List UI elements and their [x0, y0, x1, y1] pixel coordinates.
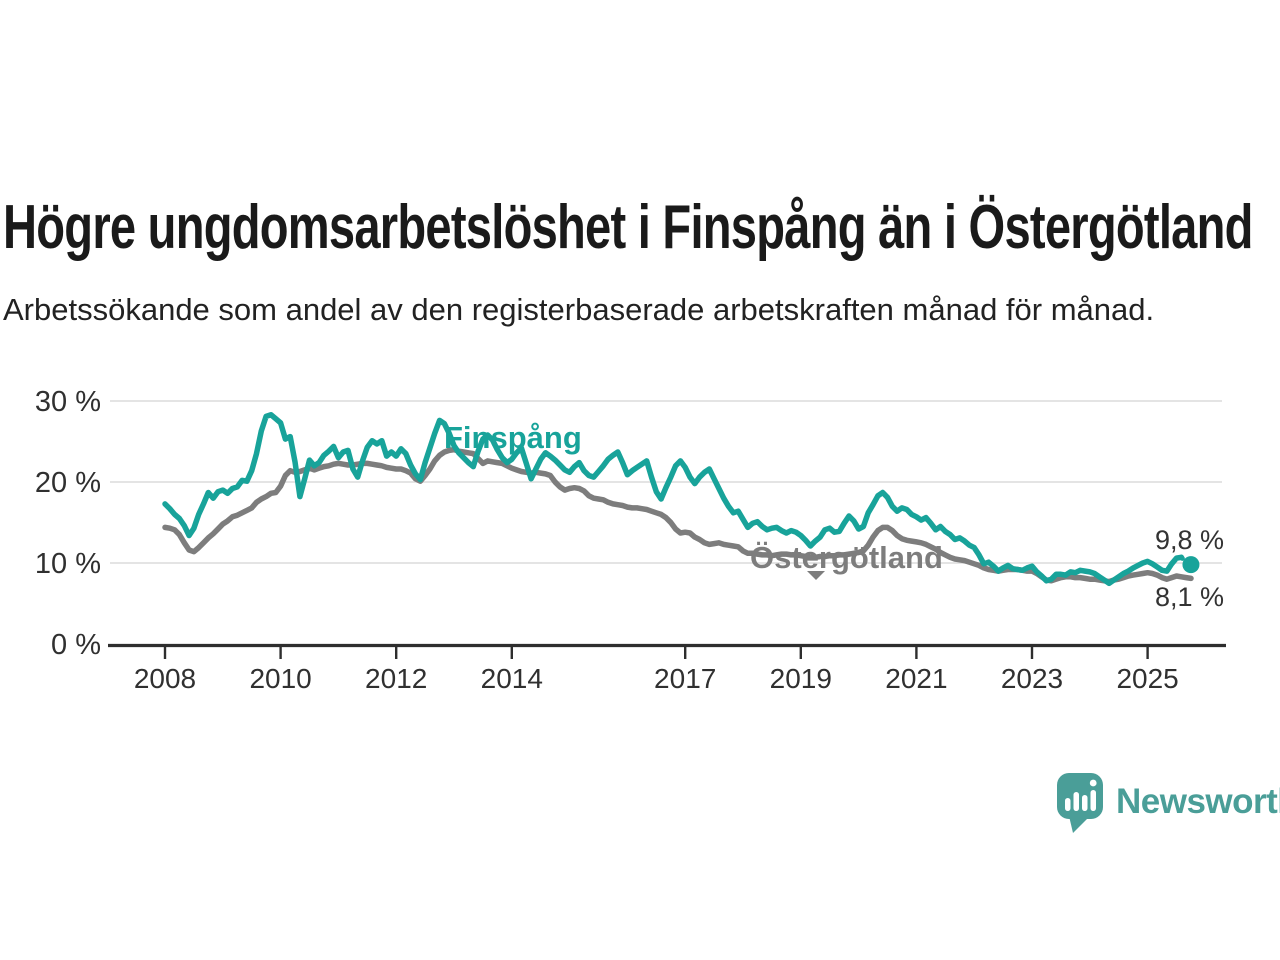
- newsworthy-logo: Newsworthy: [1054, 770, 1280, 834]
- annotation-ostergotland-value: 8,1 %: [1155, 582, 1224, 612]
- series-label-finspang: Finspång: [444, 420, 582, 455]
- series-line-finspang: [162, 412, 1185, 587]
- y-axis-label: 30 %: [35, 386, 101, 418]
- x-tick-label: 2012: [365, 663, 427, 694]
- x-tick-label: 2010: [249, 663, 311, 694]
- chart-subtitle: Arbetssökande som andel av den registerb…: [3, 292, 1155, 327]
- x-tick-label: 2008: [134, 663, 196, 694]
- series-label-ostergotland: Östergötland: [750, 540, 943, 575]
- annotation-finspang-value: 9,8 %: [1155, 525, 1224, 555]
- chart-title: Högre ungdomsarbetslöshet i Finspång än …: [3, 192, 1253, 262]
- x-tick-label: 2021: [885, 663, 947, 694]
- series-line-ostergotland: [162, 446, 1194, 585]
- x-tick-label: 2014: [481, 663, 543, 694]
- series-end-dot: [1182, 556, 1200, 574]
- y-axis-label: 0 %: [51, 629, 101, 661]
- x-tick-label: 2017: [654, 663, 716, 694]
- newsworthy-logo-text: Newsworthy: [1116, 782, 1280, 821]
- x-tick-label: 2019: [770, 663, 832, 694]
- y-axis-label: 20 %: [35, 467, 101, 499]
- label-pointer-triangle: [807, 571, 825, 580]
- newsworthy-logo-icon: [1057, 773, 1103, 833]
- x-tick-label: 2023: [1001, 663, 1063, 694]
- y-axis-label: 10 %: [35, 548, 101, 580]
- x-tick-label: 2025: [1116, 663, 1178, 694]
